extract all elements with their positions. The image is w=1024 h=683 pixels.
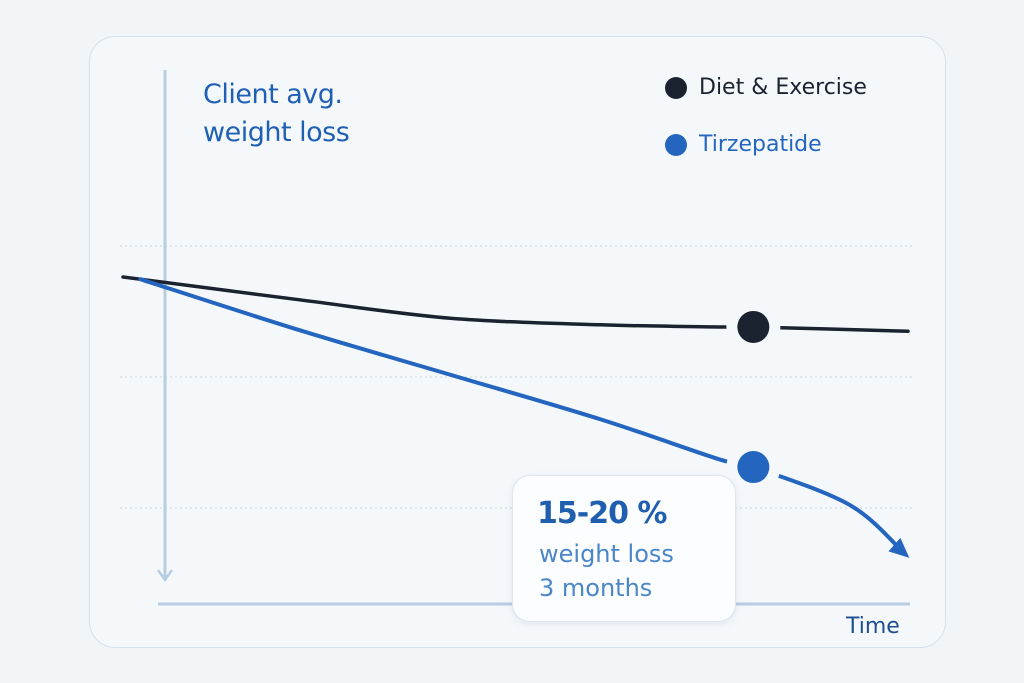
y-axis-arrow-icon xyxy=(156,569,174,583)
series-line-diet-exercise xyxy=(121,275,910,334)
title-line: Client avg. xyxy=(203,79,343,110)
data-marker-diet-exercise xyxy=(737,310,770,343)
series-line-tirzepatide xyxy=(138,277,907,556)
legend-label: Tirzepatide xyxy=(699,132,822,157)
legend-dot-icon xyxy=(665,133,687,156)
legend-item-tirzepatide: Tirzepatide xyxy=(665,132,822,157)
data-marker-tirzepatide xyxy=(737,451,770,484)
x-axis-label: Time xyxy=(846,614,900,639)
legend-dot-icon xyxy=(665,76,687,99)
annotation-callout: 15-20 % weight loss 3 months xyxy=(512,475,736,622)
title-line: weight loss xyxy=(203,117,350,148)
arrow-head-icon xyxy=(888,537,910,558)
legend-item-diet: Diet & Exercise xyxy=(665,75,867,100)
chart-title: Client avg. weight loss xyxy=(203,76,350,152)
legend-label: Diet & Exercise xyxy=(699,75,867,100)
annotation-value: 15-20 % xyxy=(537,496,667,531)
annotation-line1: weight loss xyxy=(539,540,674,568)
annotation-line2: 3 months xyxy=(539,574,653,602)
